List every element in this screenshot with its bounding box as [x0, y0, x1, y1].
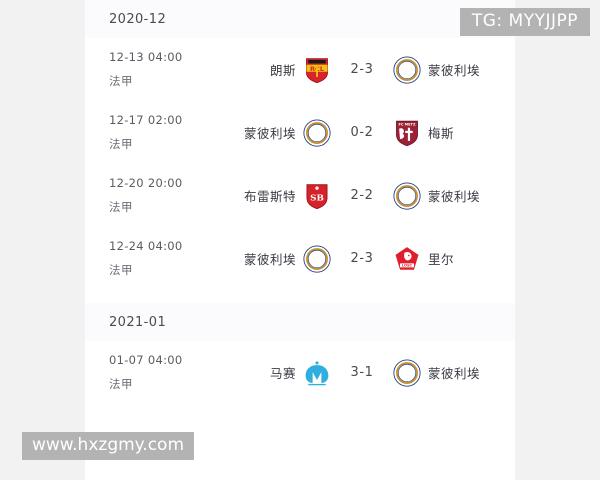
match-list: 2020-12 12-13 04:00 法甲 朗斯 2-3 蒙彼利埃 12-17 02:00… — [85, 0, 515, 404]
home-team-name: 蒙彼利埃 — [243, 252, 296, 267]
match-meta: 12-24 04:00 法甲 — [109, 239, 217, 278]
match-score: 2-2 — [350, 188, 374, 203]
away-team-name: 里尔 — [428, 252, 455, 267]
montpellier-crest — [303, 245, 331, 273]
match-time: 12-13 04:00 — [109, 50, 183, 64]
montpellier-crest — [393, 359, 421, 387]
montpellier-crest — [303, 119, 331, 147]
match-league: 法甲 — [109, 200, 133, 214]
match-time: 12-24 04:00 — [109, 239, 183, 253]
match-row[interactable]: 01-07 04:00 法甲 马赛 3-1 蒙彼利埃 — [85, 341, 515, 404]
brest-crest — [303, 182, 331, 210]
section-month-label: 2020-12 — [109, 11, 167, 27]
home-team[interactable]: 朗斯 — [223, 56, 331, 84]
away-team-name: 蒙彼利埃 — [428, 366, 481, 381]
home-team[interactable]: 马赛 — [223, 359, 331, 387]
home-team-name: 马赛 — [269, 366, 296, 381]
match-score: 3-1 — [350, 365, 374, 380]
match-fixture: 蒙彼利埃 2-3 里尔 — [217, 245, 501, 273]
away-team-name: 梅斯 — [428, 126, 455, 141]
home-team-name: 朗斯 — [269, 63, 296, 78]
match-fixture: 马赛 3-1 蒙彼利埃 — [217, 359, 501, 387]
home-team-name: 蒙彼利埃 — [243, 126, 296, 141]
away-team-name: 蒙彼利埃 — [428, 189, 481, 204]
match-list-panel: 2020-12 12-13 04:00 法甲 朗斯 2-3 蒙彼利埃 12-17 02:00… — [85, 0, 515, 480]
montpellier-crest — [393, 56, 421, 84]
montpellier-crest — [393, 182, 421, 210]
match-fixture: 布雷斯特 2-2 蒙彼利埃 — [217, 182, 501, 210]
match-meta: 12-13 04:00 法甲 — [109, 50, 217, 89]
lille-crest — [393, 245, 421, 273]
tg-tag-badge: TG: MYYJJPP — [459, 8, 590, 36]
match-score: 2-3 — [350, 62, 374, 77]
section-header: 2020-12 — [85, 0, 515, 38]
match-meta: 01-07 04:00 法甲 — [109, 353, 217, 392]
section-header: 2021-01 — [85, 303, 515, 341]
match-league: 法甲 — [109, 377, 133, 391]
match-meta: 12-17 02:00 法甲 — [109, 113, 217, 152]
away-team[interactable]: 蒙彼利埃 — [393, 359, 501, 387]
match-meta: 12-20 20:00 法甲 — [109, 176, 217, 215]
away-team[interactable]: 里尔 — [393, 245, 501, 273]
away-team[interactable]: 梅斯 — [393, 119, 501, 147]
match-time: 12-17 02:00 — [109, 113, 183, 127]
match-row[interactable]: 12-24 04:00 法甲 蒙彼利埃 2-3 里尔 — [85, 227, 515, 290]
home-team[interactable]: 蒙彼利埃 — [223, 119, 331, 147]
metz-crest — [393, 119, 421, 147]
site-watermark: www.hxzgmy.com — [22, 432, 195, 460]
match-time: 12-20 20:00 — [109, 176, 183, 190]
away-team[interactable]: 蒙彼利埃 — [393, 182, 501, 210]
home-team[interactable]: 布雷斯特 — [223, 182, 331, 210]
match-row[interactable]: 12-13 04:00 法甲 朗斯 2-3 蒙彼利埃 — [85, 38, 515, 101]
section-spacer — [85, 290, 515, 303]
match-score: 2-3 — [350, 251, 374, 266]
marseille-crest — [303, 359, 331, 387]
away-team-name: 蒙彼利埃 — [428, 63, 481, 78]
match-score: 0-2 — [350, 125, 374, 140]
match-fixture: 蒙彼利埃 0-2 梅斯 — [217, 119, 501, 147]
match-row[interactable]: 12-17 02:00 法甲 蒙彼利埃 0-2 梅斯 — [85, 101, 515, 164]
home-team-name: 布雷斯特 — [243, 189, 296, 204]
match-league: 法甲 — [109, 74, 133, 88]
match-row[interactable]: 12-20 20:00 法甲 布雷斯特 2-2 蒙彼利埃 — [85, 164, 515, 227]
home-team[interactable]: 蒙彼利埃 — [223, 245, 331, 273]
match-league: 法甲 — [109, 137, 133, 151]
section-month-label: 2021-01 — [109, 314, 167, 330]
match-league: 法甲 — [109, 263, 133, 277]
match-fixture: 朗斯 2-3 蒙彼利埃 — [217, 56, 501, 84]
match-time: 01-07 04:00 — [109, 353, 183, 367]
away-team[interactable]: 蒙彼利埃 — [393, 56, 501, 84]
lens-crest — [303, 56, 331, 84]
